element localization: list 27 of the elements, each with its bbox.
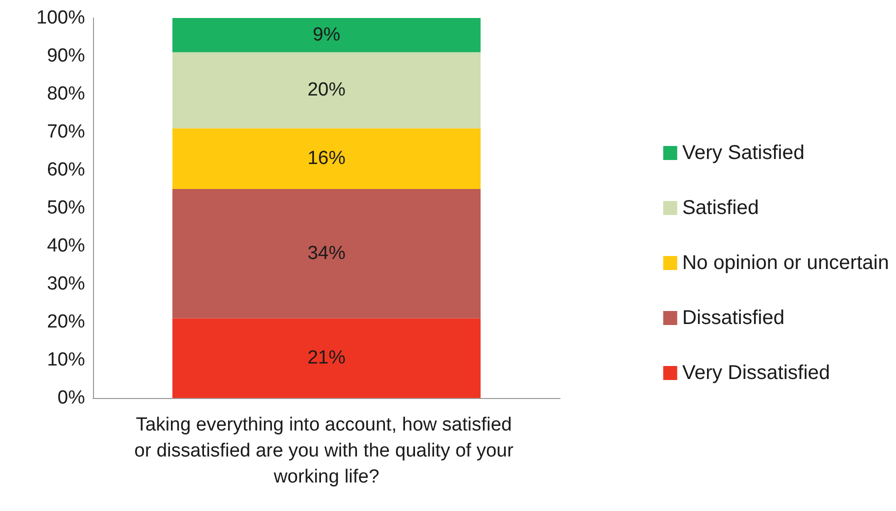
- data-label: 20%: [307, 80, 346, 101]
- legend-label: Satisfied: [682, 197, 759, 219]
- y-tick-label: 30%: [46, 274, 86, 294]
- data-label: 9%: [312, 24, 340, 46]
- y-tick-label: 80%: [46, 84, 86, 104]
- legend-label: Very Satisfied: [682, 142, 804, 164]
- legend-label: No opinion or uncertain: [682, 252, 889, 274]
- y-tick-label: 50%: [46, 198, 86, 218]
- bar: [172, 128, 481, 189]
- x-tick-label: Taking everything into account, how satisfied or dissatisfied are you with the quality of your working life?: [134, 414, 519, 488]
- y-tick-label: 20%: [46, 312, 86, 332]
- y-tick-label: 40%: [46, 236, 86, 256]
- y-tick-label: 60%: [46, 160, 86, 180]
- bar: [172, 18, 481, 52]
- bar: [172, 52, 481, 128]
- y-tick-label: 100%: [36, 8, 86, 28]
- bar: [172, 318, 481, 398]
- bar: [172, 189, 481, 318]
- y-tick-label: 10%: [46, 350, 86, 370]
- data-label: 16%: [307, 148, 346, 170]
- y-tick-label: 0%: [58, 388, 86, 408]
- legend-label: Very Dissatisfied: [682, 362, 830, 384]
- data-label: 34%: [307, 243, 346, 264]
- y-tick-label: 90%: [46, 46, 86, 66]
- data-label: 21%: [307, 348, 346, 369]
- y-tick-label: 70%: [46, 122, 86, 142]
- legend-label: Dissatisfied: [682, 307, 784, 329]
